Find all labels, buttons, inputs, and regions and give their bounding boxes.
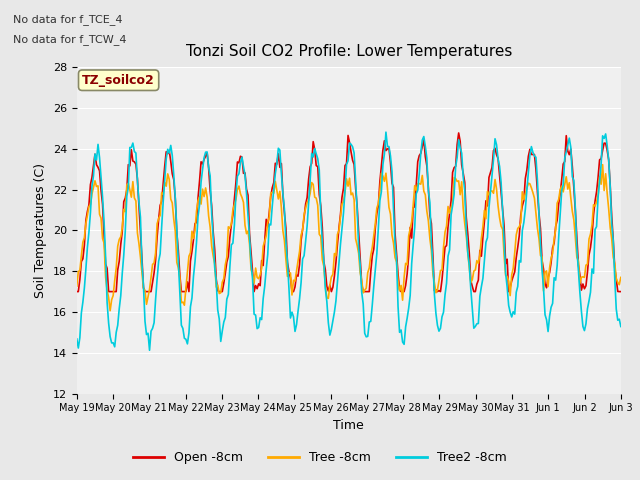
Open -8cm	[617, 289, 625, 295]
Text: No data for f_TCE_4: No data for f_TCE_4	[13, 14, 122, 25]
Tree2 -8cm	[255, 324, 262, 330]
Tree -8cm	[106, 308, 114, 313]
Tree2 -8cm	[312, 151, 320, 157]
Line: Open -8cm: Open -8cm	[77, 133, 621, 292]
Open -8cm	[311, 147, 319, 153]
Text: TZ_soilco2: TZ_soilco2	[82, 74, 155, 87]
Tree2 -8cm	[589, 270, 597, 276]
Open -8cm	[73, 289, 81, 295]
Tree2 -8cm	[140, 283, 147, 288]
Tree2 -8cm	[264, 252, 271, 257]
Tree2 -8cm	[146, 348, 154, 353]
Tree2 -8cm	[73, 336, 81, 342]
Open -8cm	[262, 216, 270, 222]
Open -8cm	[455, 130, 463, 136]
Tree -8cm	[617, 275, 625, 280]
Title: Tonzi Soil CO2 Profile: Lower Temperatures: Tonzi Soil CO2 Profile: Lower Temperatur…	[186, 44, 512, 59]
Open -8cm	[253, 286, 261, 291]
Open -8cm	[235, 160, 243, 166]
Tree -8cm	[264, 219, 271, 225]
Y-axis label: Soil Temperatures (C): Soil Temperatures (C)	[35, 163, 47, 298]
Tree2 -8cm	[617, 324, 625, 329]
Tree -8cm	[312, 195, 320, 201]
X-axis label: Time: Time	[333, 419, 364, 432]
Tree2 -8cm	[237, 159, 244, 165]
Tree -8cm	[588, 222, 596, 228]
Text: No data for f_TCW_4: No data for f_TCW_4	[13, 34, 126, 45]
Tree -8cm	[141, 288, 149, 293]
Tree -8cm	[255, 276, 262, 282]
Legend: Open -8cm, Tree -8cm, Tree2 -8cm: Open -8cm, Tree -8cm, Tree2 -8cm	[128, 446, 512, 469]
Line: Tree -8cm: Tree -8cm	[77, 165, 621, 311]
Open -8cm	[588, 232, 596, 238]
Open -8cm	[140, 285, 147, 290]
Tree -8cm	[599, 162, 607, 168]
Tree -8cm	[237, 191, 244, 197]
Tree -8cm	[73, 283, 81, 289]
Tree2 -8cm	[382, 129, 390, 135]
Line: Tree2 -8cm: Tree2 -8cm	[77, 132, 621, 350]
